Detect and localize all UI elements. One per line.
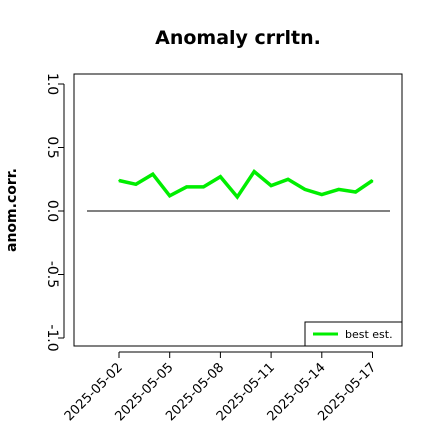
data-point bbox=[371, 179, 374, 182]
data-point bbox=[202, 186, 205, 188]
legend-label: best est. bbox=[345, 328, 393, 341]
y-tick-label: 1.0 bbox=[44, 73, 60, 95]
legend: best est. bbox=[304, 321, 403, 347]
data-point bbox=[270, 184, 272, 187]
data-point bbox=[219, 175, 222, 178]
data-point bbox=[287, 178, 289, 181]
x-axis: 2025-05-022025-05-052025-05-082025-05-11… bbox=[62, 351, 379, 424]
series-layer bbox=[118, 169, 374, 200]
data-point bbox=[304, 188, 306, 191]
data-point bbox=[321, 193, 323, 196]
data-point bbox=[236, 196, 239, 198]
y-axis: -1.0 -0.5 0.0 0.5 1.0 bbox=[44, 73, 65, 352]
y-tick-label: 0.0 bbox=[44, 200, 60, 222]
y-tick-label: 0.5 bbox=[44, 136, 60, 158]
chart-title: Anomaly crrltn. bbox=[155, 27, 321, 49]
data-point bbox=[185, 186, 188, 188]
data-point bbox=[168, 194, 171, 197]
y-axis-label: anom.corr. bbox=[4, 168, 20, 252]
data-point bbox=[152, 173, 154, 175]
data-point bbox=[253, 170, 255, 173]
data-point bbox=[354, 191, 357, 193]
series-line bbox=[118, 169, 374, 200]
y-tick-label: -0.5 bbox=[44, 261, 60, 288]
data-point bbox=[118, 179, 120, 182]
data-point bbox=[135, 183, 137, 186]
data-point bbox=[337, 188, 340, 191]
plot-frame bbox=[73, 73, 403, 347]
y-tick-label: -1.0 bbox=[44, 324, 60, 351]
